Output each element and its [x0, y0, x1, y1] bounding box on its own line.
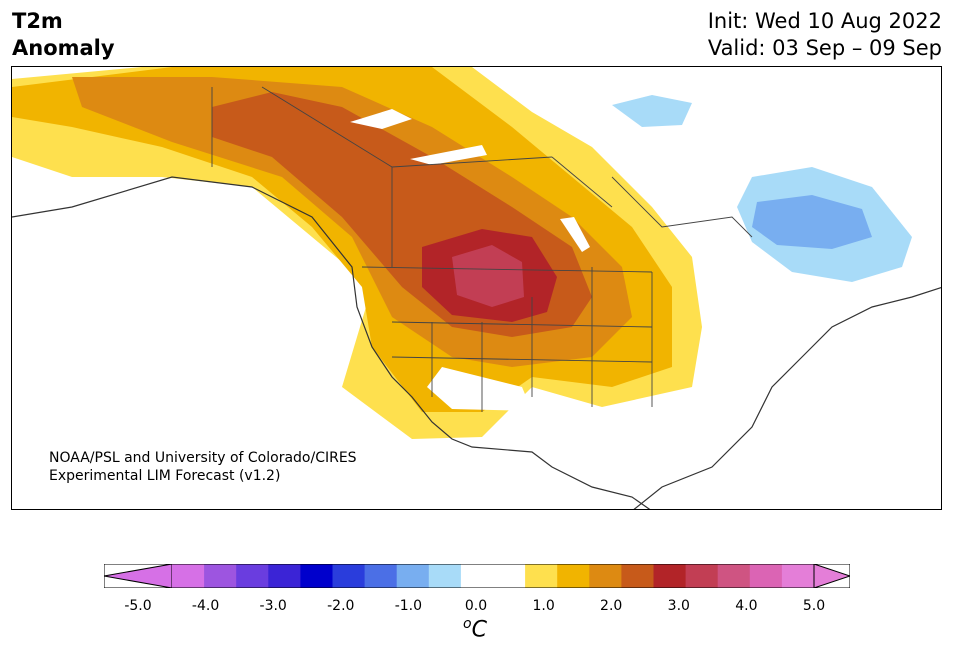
coastline: [12, 176, 651, 509]
colorbar-segments: [172, 564, 815, 588]
credit-line-1: NOAA/PSL and University of Colorado/CIRE…: [49, 450, 357, 466]
colorbar-bin: [589, 564, 622, 588]
credit-line-2: Experimental LIM Forecast (v1.2): [49, 468, 281, 484]
colorbar-tick-label: -2.0: [327, 598, 355, 614]
credit-text: NOAA/PSL and University of Colorado/CIRE…: [49, 449, 357, 485]
lake-patch-3: [560, 217, 590, 252]
colorbar-bin: [493, 564, 526, 588]
colorbar-bin: [268, 564, 301, 588]
colorbar: [104, 564, 850, 588]
colorbar-tick-label: -1.0: [394, 598, 423, 614]
anomaly-region-minus1-5c-east: [752, 195, 872, 249]
colorbar-bin: [621, 564, 654, 588]
colorbar-tick-label: 1.0: [532, 598, 555, 614]
colorbar-bin: [204, 564, 237, 588]
anomaly-region-3-5c: [452, 245, 524, 307]
lake-patch-2: [410, 145, 487, 165]
lake-patch-southwest: [427, 367, 532, 411]
colorbar-tick-label: 2.0: [600, 598, 623, 614]
colorbar-tick-label: 5.0: [802, 598, 826, 614]
colorbar-bin: [749, 564, 783, 588]
map-title: T2m Anomaly: [12, 8, 115, 62]
colorbar-bin: [685, 564, 719, 588]
colorbar-bin: [396, 564, 430, 588]
colorbar-bin: [557, 564, 590, 588]
colorbar-bin: [653, 564, 687, 588]
colorbar-bin: [300, 564, 333, 588]
unit-degree: o: [463, 616, 472, 632]
title-type: Anomaly: [12, 36, 115, 60]
colorbar-unit: oC: [463, 616, 487, 642]
colorbar-tick-label: 4.0: [735, 598, 758, 614]
colorbar-bin: [460, 564, 494, 588]
colorbar-bin: [172, 564, 205, 588]
colorbar-tick-label: -5.0: [124, 598, 152, 614]
map-canvas: [12, 67, 941, 509]
colorbar-extend-low: [104, 564, 173, 588]
lake-patch-1: [350, 109, 412, 129]
colorbar-bin: [781, 564, 815, 588]
anomaly-map: [11, 66, 942, 510]
valid-range: Valid: 03 Sep – 09 Sep: [707, 36, 942, 60]
colorbar-tick-label: -3.0: [259, 598, 287, 614]
init-date: Init: Wed 10 Aug 2022: [707, 9, 942, 33]
colorbar-ticks: -5.0 -4.0 -3.0 -2.0 -1.0 0.0 1.0 2.0 3.0 4.0 5.0: [0, 598, 953, 618]
colorbar-bin: [525, 564, 558, 588]
colorbar-bin: [428, 564, 462, 588]
colorbar-extend-high: [813, 564, 850, 588]
forecast-dates: Init: Wed 10 Aug 2022 Valid: 03 Sep – 09…: [708, 8, 942, 62]
colorbar-bin: [717, 564, 751, 588]
colorbar-tick-label: 3.0: [667, 598, 690, 614]
unit-symbol: C: [471, 617, 487, 643]
colorbar-bin: [364, 564, 398, 588]
state-borders: [211, 86, 753, 412]
colorbar-tick-label: -4.0: [191, 598, 220, 614]
colorbar-bin: [332, 564, 366, 588]
colorbar-tick-label: 0.0: [464, 598, 488, 614]
anomaly-region-minus1c-north: [612, 95, 692, 127]
colorbar-bin: [236, 564, 269, 588]
east-coastline: [633, 287, 941, 509]
title-variable: T2m: [12, 9, 63, 33]
